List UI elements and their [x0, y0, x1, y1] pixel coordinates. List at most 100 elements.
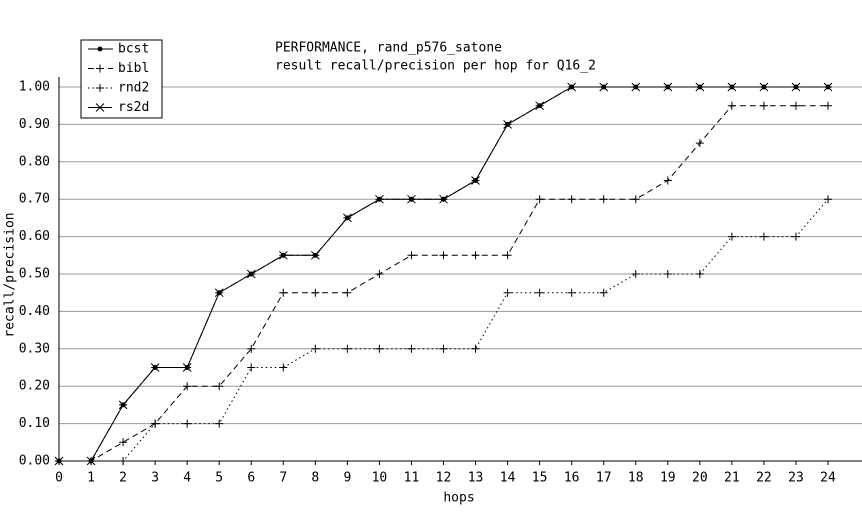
marker — [150, 363, 160, 372]
x-tick-label: 20 — [692, 471, 708, 486]
marker — [407, 194, 416, 204]
marker — [535, 195, 544, 204]
x-tick-label: 0 — [55, 471, 63, 486]
marker — [471, 251, 480, 260]
x-tick-label: 19 — [660, 471, 676, 486]
legend-label: rs2d — [118, 100, 149, 115]
marker — [343, 344, 352, 353]
marker — [727, 232, 736, 241]
marker — [183, 419, 192, 428]
marker — [279, 363, 288, 372]
x-tick-label: 12 — [436, 471, 452, 486]
x-tick-label: 16 — [564, 471, 580, 486]
marker — [54, 456, 64, 466]
marker — [96, 84, 104, 92]
marker — [215, 419, 224, 428]
marker — [278, 250, 288, 260]
marker — [86, 456, 96, 466]
x-tick-label: 7 — [279, 471, 287, 486]
legend-label: bcst — [118, 42, 149, 57]
marker — [631, 195, 640, 204]
marker — [727, 82, 737, 92]
marker — [567, 288, 576, 297]
x-tick-label: 5 — [215, 471, 223, 486]
series-line — [59, 105, 828, 462]
marker — [279, 288, 288, 297]
marker — [663, 176, 672, 185]
marker — [119, 438, 128, 447]
marker — [407, 344, 416, 353]
marker — [311, 288, 320, 297]
marker — [824, 101, 832, 110]
x-tick-label: 18 — [628, 471, 644, 486]
marker — [247, 344, 256, 353]
y-tick-label: 0.30 — [19, 341, 50, 356]
marker — [471, 176, 480, 185]
chart-title: PERFORMANCE, rand_p576_satone — [275, 41, 502, 56]
y-tick-label: 0.10 — [19, 416, 50, 431]
marker — [343, 213, 352, 223]
marker — [567, 195, 576, 204]
y-tick-label: 0.40 — [19, 304, 50, 319]
marker — [824, 195, 832, 204]
x-tick-label: 15 — [532, 471, 548, 486]
x-tick-label: 1 — [87, 471, 95, 486]
marker — [567, 82, 577, 92]
marker — [759, 82, 769, 92]
marker — [727, 101, 736, 110]
marker — [183, 382, 192, 391]
marker — [695, 82, 705, 92]
y-tick-label: 0.90 — [19, 117, 50, 132]
marker — [663, 82, 673, 92]
x-tick-label: 3 — [151, 471, 159, 486]
marker — [663, 270, 672, 278]
x-tick-label: 8 — [311, 471, 319, 486]
legend-label: rnd2 — [118, 81, 149, 96]
marker — [695, 139, 704, 148]
y-tick-label: 0.20 — [19, 379, 50, 394]
marker — [246, 269, 256, 279]
marker — [823, 82, 833, 92]
marker — [97, 46, 103, 52]
marker — [96, 64, 104, 73]
marker — [247, 363, 256, 372]
marker — [503, 251, 512, 260]
x-axis-label: hops — [443, 491, 474, 506]
marker — [214, 288, 224, 298]
marker — [695, 270, 704, 278]
legend-label: bibl — [118, 61, 149, 76]
marker — [535, 101, 544, 111]
x-tick-label: 21 — [724, 471, 740, 486]
marker — [791, 101, 800, 110]
marker — [439, 194, 448, 204]
marker — [759, 101, 768, 110]
marker — [375, 344, 384, 353]
x-tick-label: 14 — [500, 471, 516, 486]
marker — [375, 270, 384, 278]
marker — [791, 82, 801, 92]
marker — [215, 382, 224, 391]
x-tick-label: 23 — [788, 471, 804, 486]
y-tick-label: 0.50 — [19, 267, 50, 282]
legend-box — [80, 39, 163, 119]
marker — [599, 82, 609, 92]
marker — [503, 120, 512, 129]
series-line — [59, 198, 829, 462]
marker — [599, 195, 608, 204]
x-tick-label: 11 — [404, 471, 420, 486]
x-tick-label: 9 — [343, 471, 351, 486]
marker — [503, 288, 512, 297]
y-tick-label: 0.60 — [19, 229, 50, 244]
y-tick-label: 0.80 — [19, 154, 50, 169]
x-tick-label: 2 — [119, 471, 127, 486]
marker — [407, 251, 416, 260]
x-tick-label: 17 — [596, 471, 612, 486]
x-tick-label: 24 — [820, 471, 836, 486]
y-axis-label: recall/precision — [3, 212, 18, 337]
marker — [182, 363, 192, 372]
marker — [310, 250, 320, 260]
marker — [151, 419, 160, 428]
y-tick-label: 0.70 — [19, 192, 50, 207]
marker — [759, 232, 768, 241]
y-tick-label: 0.00 — [19, 454, 50, 469]
